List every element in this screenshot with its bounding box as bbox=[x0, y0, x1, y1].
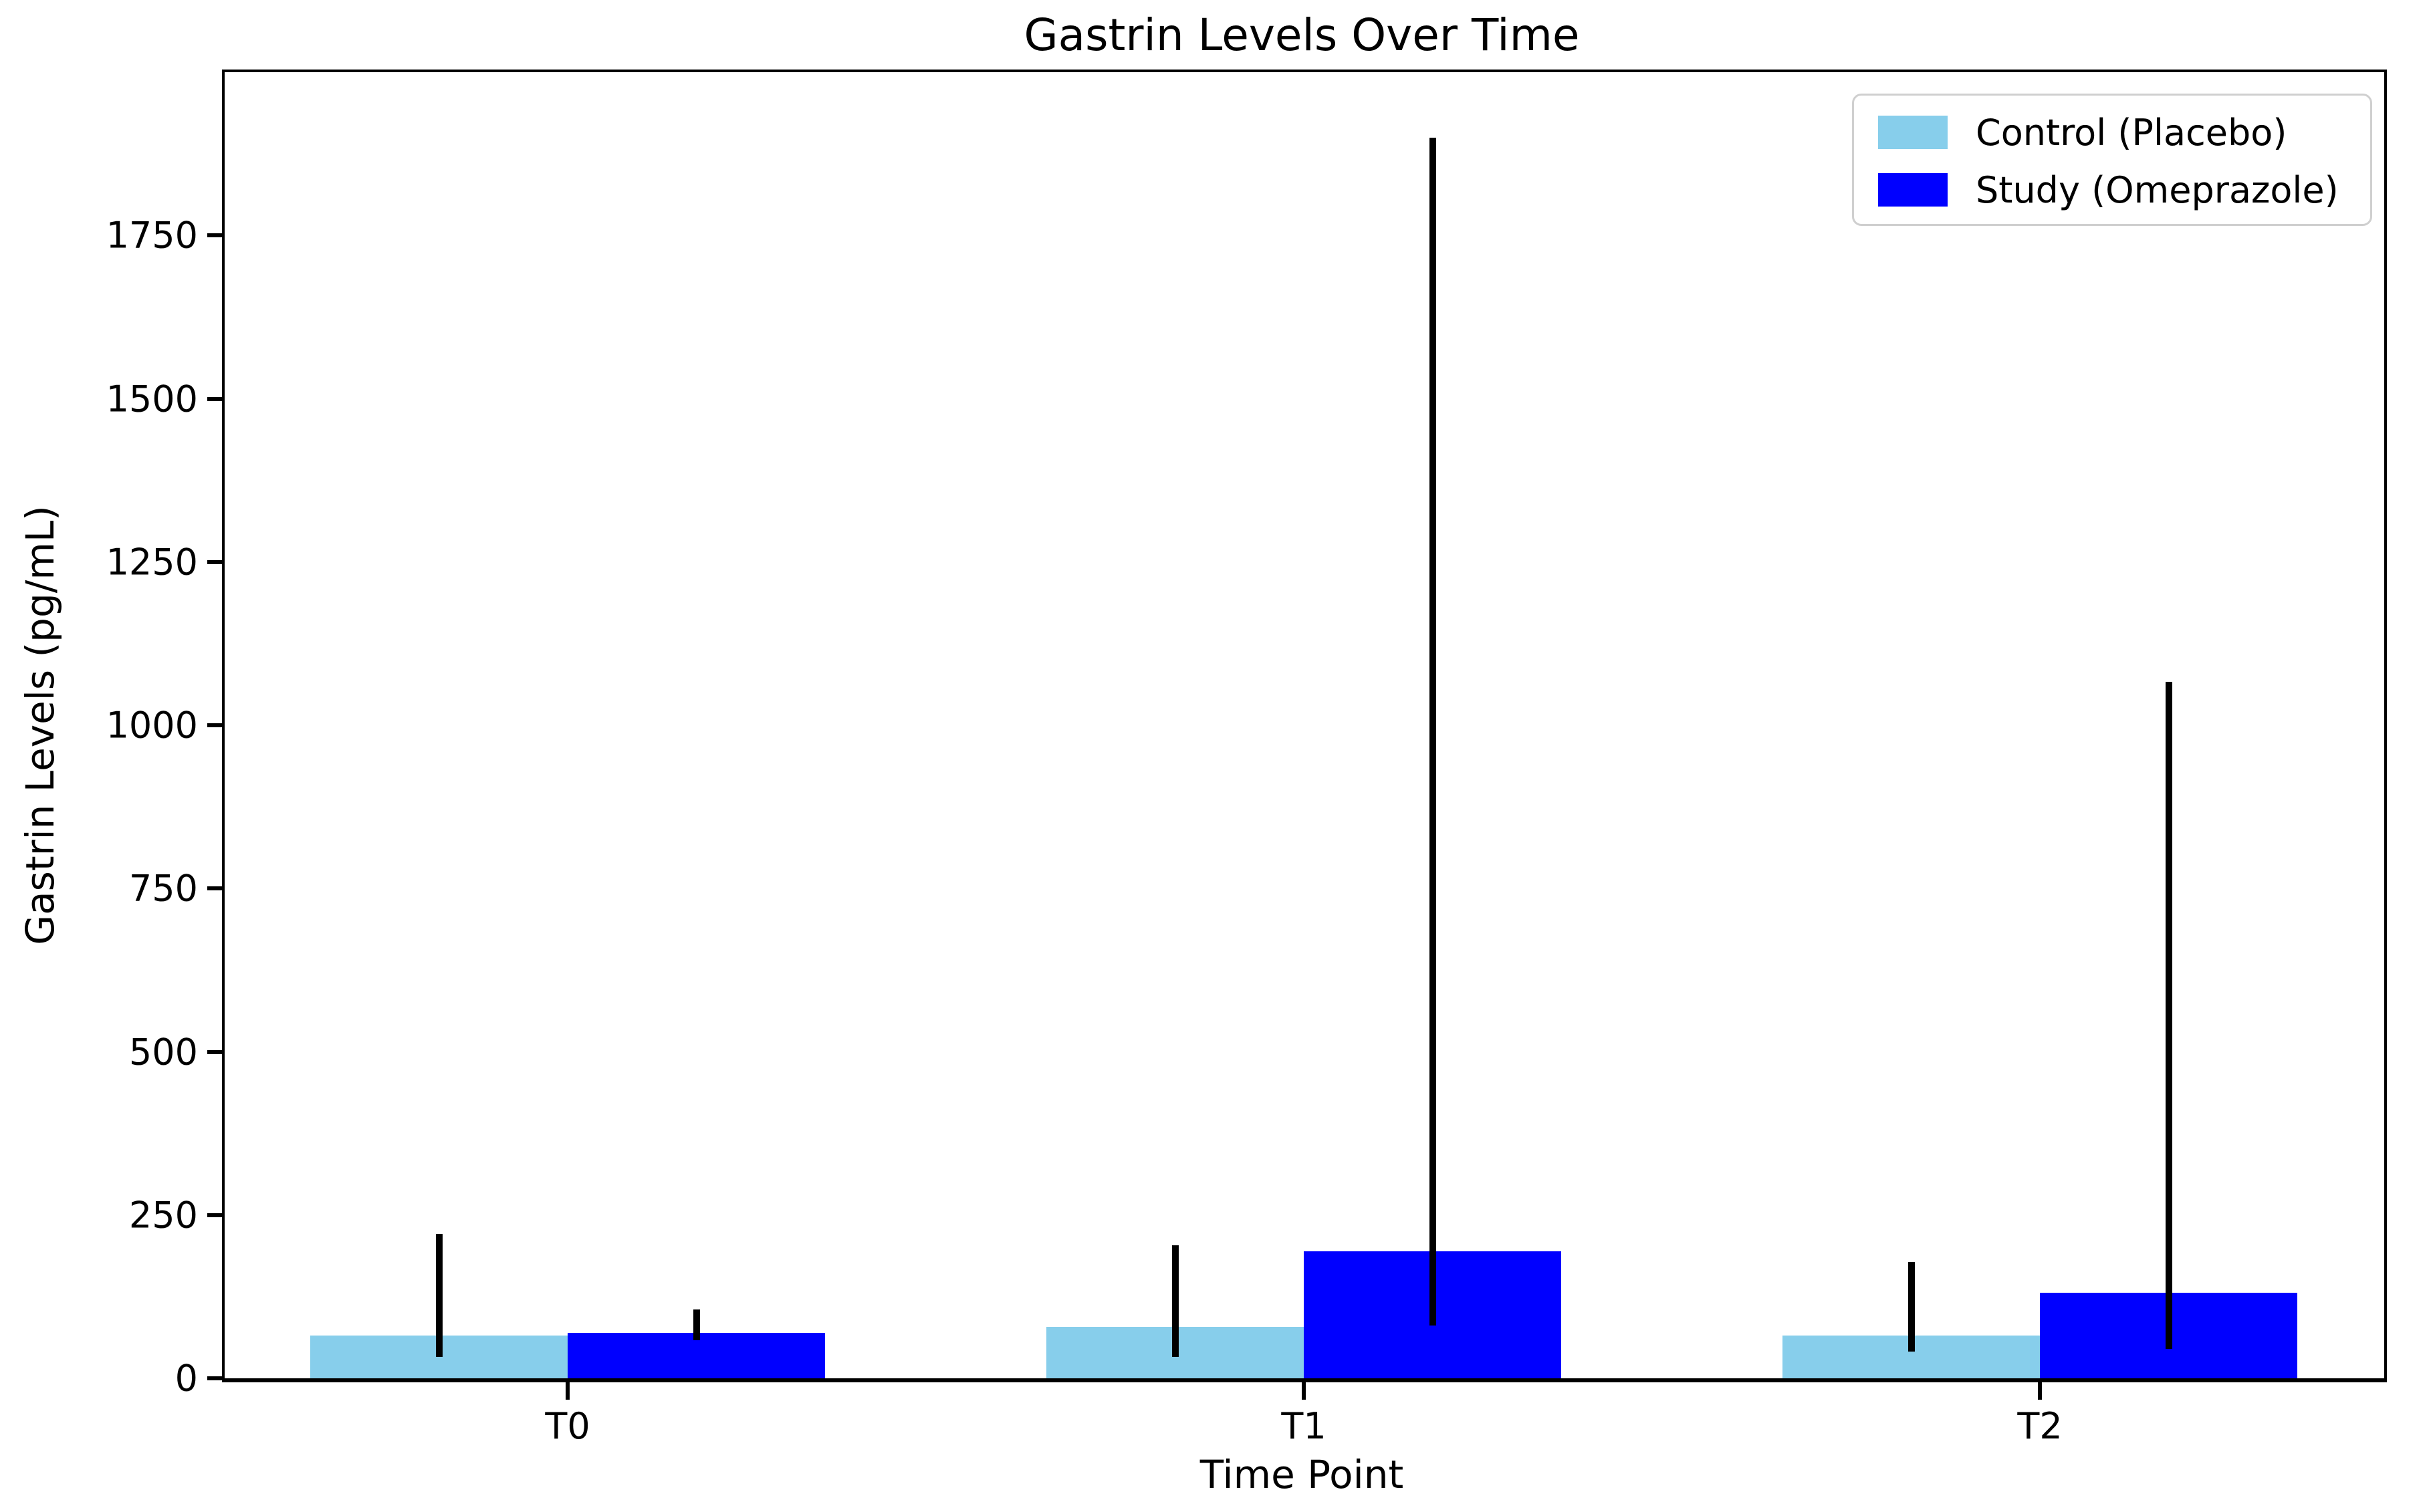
legend-swatch-control bbox=[1878, 116, 1948, 149]
y-tick-label: 500 bbox=[128, 1031, 198, 1073]
y-tick-label: 0 bbox=[175, 1357, 198, 1400]
legend-item-study: Study (Omeprazole) bbox=[1854, 161, 2370, 219]
legend-label: Study (Omeprazole) bbox=[1976, 168, 2339, 211]
error-bar-study-t0 bbox=[693, 1309, 700, 1341]
x-tick bbox=[566, 1382, 570, 1400]
y-tick-label: 1000 bbox=[106, 704, 198, 747]
error-bar-study-t1 bbox=[1429, 137, 1436, 1326]
y-tick bbox=[207, 1049, 225, 1054]
y-tick-label: 1250 bbox=[106, 541, 198, 584]
legend-item-control: Control (Placebo) bbox=[1854, 104, 2370, 161]
x-tick-label: T2 bbox=[2017, 1405, 2063, 1447]
x-tick bbox=[2038, 1382, 2042, 1400]
error-bar-control-t1 bbox=[1171, 1245, 1179, 1357]
x-axis-label: Time Point bbox=[1199, 1452, 1404, 1497]
x-tick bbox=[1302, 1382, 1306, 1400]
error-bar-study-t2 bbox=[2165, 681, 2172, 1350]
y-tick bbox=[207, 233, 225, 238]
legend: Control (Placebo) Study (Omeprazole) bbox=[1852, 94, 2372, 226]
chart-title: Gastrin Levels Over Time bbox=[1024, 9, 1580, 61]
y-tick bbox=[207, 723, 225, 727]
plot-area: 0 250 500 750 1000 1250 1500 1750 T0 T1 T2 bbox=[106, 70, 2387, 1447]
y-tick-label: 1750 bbox=[106, 214, 198, 257]
y-tick bbox=[207, 1376, 225, 1380]
y-tick bbox=[207, 1213, 225, 1217]
x-tick-label: T1 bbox=[1281, 1405, 1326, 1447]
y-tick bbox=[207, 886, 225, 891]
y-axis-label: Gastrin Levels (pg/mL) bbox=[17, 505, 63, 945]
y-tick-label: 250 bbox=[128, 1194, 198, 1237]
error-bar-control-t2 bbox=[1908, 1262, 1915, 1352]
y-tick bbox=[207, 559, 225, 564]
error-bar-control-t0 bbox=[435, 1234, 443, 1357]
y-tick-label: 1500 bbox=[106, 378, 198, 420]
y-tick bbox=[207, 396, 225, 401]
y-tick-label: 750 bbox=[128, 867, 198, 910]
legend-label: Control (Placebo) bbox=[1976, 111, 2287, 154]
legend-swatch-study bbox=[1878, 173, 1948, 207]
x-tick-label: T0 bbox=[545, 1405, 590, 1447]
